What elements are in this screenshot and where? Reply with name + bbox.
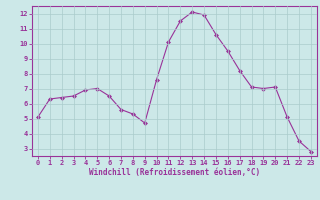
X-axis label: Windchill (Refroidissement éolien,°C): Windchill (Refroidissement éolien,°C)	[89, 168, 260, 177]
